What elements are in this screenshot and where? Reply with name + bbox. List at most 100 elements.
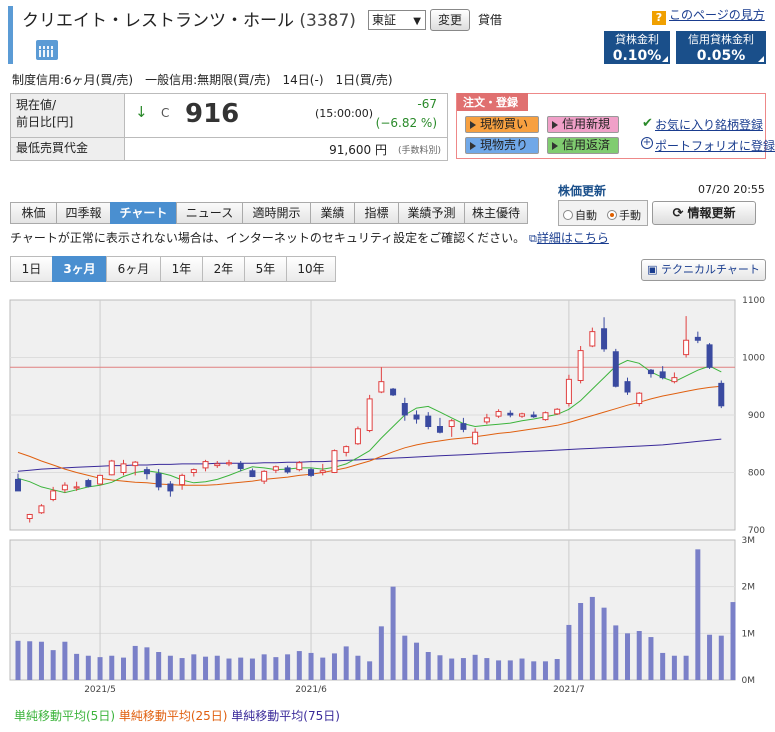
auto-radio[interactable]: 自動 xyxy=(563,207,597,223)
refresh-button[interactable]: ⟳ 情報更新 xyxy=(652,201,756,225)
price-value-cell: ↓ C 916 (15:00:00) -67 (−6.82 %) xyxy=(125,94,447,137)
technical-chart-button[interactable]: ▣ テクニカルチャート xyxy=(641,259,766,281)
volume-bar xyxy=(730,602,736,680)
min-buy-label: 最低売買代金 xyxy=(11,138,125,160)
volume-bar xyxy=(156,652,162,680)
candle-up xyxy=(73,486,80,489)
tab-indicators[interactable]: 指標 xyxy=(354,202,398,224)
lending-rate-label: 貸株金利 xyxy=(615,33,659,46)
period-5y[interactable]: 5年 xyxy=(244,256,286,282)
technical-chart-label: テクニカルチャート xyxy=(661,263,760,276)
candle-up xyxy=(448,420,455,427)
volume-bar xyxy=(27,641,33,680)
tab-shikiho[interactable]: 四季報 xyxy=(56,202,110,224)
candle-up xyxy=(565,378,572,404)
x-tick-label: 2021/5 xyxy=(84,685,116,695)
volume-bar xyxy=(15,640,21,680)
candle-down xyxy=(85,480,92,487)
details-link[interactable]: 詳細はこちら xyxy=(536,231,609,245)
margin-new-button[interactable]: 信用新規 xyxy=(547,116,619,133)
market-select[interactable]: 東証 ▼ xyxy=(368,10,426,30)
volume-tick-label: 0M xyxy=(742,676,756,686)
title-accent-bar xyxy=(8,6,13,64)
min-buy-amount: 91,600 xyxy=(329,143,372,157)
volume-bar xyxy=(613,625,619,680)
current-price: 916 xyxy=(185,99,240,129)
tab-shareholder-benefits[interactable]: 株主優待 xyxy=(464,202,528,224)
quote-table: 現在値/ 前日比[円] ↓ C 916 (15:00:00) -67 (−6.8… xyxy=(10,93,448,161)
refresh-label: 情報更新 xyxy=(687,206,736,220)
candle-up xyxy=(554,408,561,415)
candle-down xyxy=(308,469,315,476)
candle-up xyxy=(38,505,45,514)
min-buy-value: 91,600 円 xyxy=(329,141,387,158)
period-2y[interactable]: 2年 xyxy=(202,256,244,282)
price-label-line2: 前日比[円] xyxy=(16,115,74,129)
stock-name: クリエイト・レストランツ・ホール xyxy=(22,11,294,31)
portfolio-register-link[interactable]: ポートフォリオに登録 xyxy=(655,139,775,153)
volume-bar xyxy=(355,655,361,680)
candle-up xyxy=(202,461,209,469)
lending-rate-value: 0.10% xyxy=(612,48,662,64)
candle-down xyxy=(249,470,256,478)
tab-disclosure[interactable]: 適時開示 xyxy=(242,202,310,224)
period-6m[interactable]: 6ヶ月 xyxy=(106,256,160,282)
volume-bar xyxy=(542,661,548,680)
volume-bar xyxy=(296,651,302,680)
candle-up xyxy=(366,398,373,432)
refresh-icon: ⟳ xyxy=(672,206,684,221)
volume-bar xyxy=(343,646,349,680)
volume-bar xyxy=(566,624,572,680)
volume-bar xyxy=(85,655,91,680)
candle-down xyxy=(612,351,619,387)
price-time: (15:00:00) xyxy=(315,107,373,120)
stock-code: (3387) xyxy=(299,11,356,31)
tab-forecast[interactable]: 業績予測 xyxy=(398,202,464,224)
x-tick-label: 2021/7 xyxy=(553,685,585,695)
update-datetime: 07/20 20:55 xyxy=(698,183,765,196)
volume-bar xyxy=(390,586,396,680)
tab-stock-price[interactable]: 株価 xyxy=(10,202,56,224)
margin-close-button[interactable]: 信用返済 xyxy=(547,137,619,154)
period-1d[interactable]: 1日 xyxy=(10,256,52,282)
candle-up xyxy=(272,466,279,471)
min-buy-cell: 91,600 円 (手数料別) xyxy=(125,138,447,160)
period-1y[interactable]: 1年 xyxy=(160,256,202,282)
favorite-register-link[interactable]: お気に入り銘柄登録 xyxy=(655,118,764,132)
volume-bar xyxy=(496,660,502,680)
candle-down xyxy=(401,403,408,416)
candle-up xyxy=(108,460,115,476)
volume-bar xyxy=(144,647,150,680)
volume-bar xyxy=(414,642,420,680)
candle-up xyxy=(589,331,596,347)
candle-down xyxy=(694,336,701,341)
cash-buy-button[interactable]: 現物買い xyxy=(465,116,539,133)
candle-up xyxy=(319,470,326,473)
help-link[interactable]: ? このページの見方 xyxy=(652,6,765,25)
credit-lending-rate-box[interactable]: 信用貸株金利 0.05% xyxy=(676,31,766,64)
change-button[interactable]: 変更 xyxy=(430,9,470,31)
volume-bar xyxy=(62,641,68,680)
volume-bar xyxy=(285,654,291,680)
period-3m[interactable]: 3ヶ月 xyxy=(52,256,106,282)
auto-label: 自動 xyxy=(575,209,597,222)
cash-sell-button[interactable]: 現物売り xyxy=(465,137,539,154)
manual-radio[interactable]: 手動 xyxy=(607,207,641,223)
tab-results[interactable]: 業績 xyxy=(310,202,354,224)
tab-news[interactable]: ニュース xyxy=(176,202,242,224)
candle-down xyxy=(284,467,291,473)
lending-rate-box[interactable]: 貸株金利 0.10% xyxy=(604,31,670,64)
candle-up xyxy=(132,461,139,467)
candle-up xyxy=(225,462,232,465)
legend-ma75: 単純移動平均(75日) xyxy=(231,709,340,723)
candle-up xyxy=(120,463,127,473)
credit-lending-rate-label: 信用貸株金利 xyxy=(688,33,754,46)
period-tabs: 1日 3ヶ月 6ヶ月 1年 2年 5年 10年 xyxy=(10,256,336,282)
volume-bar xyxy=(519,658,525,680)
tab-chart[interactable]: チャート xyxy=(110,202,176,224)
calendar-icon[interactable] xyxy=(36,40,58,60)
period-10y[interactable]: 10年 xyxy=(286,256,336,282)
volume-bar xyxy=(636,631,642,680)
candle-up xyxy=(179,474,186,486)
volume-tick-label: 3M xyxy=(742,536,756,546)
